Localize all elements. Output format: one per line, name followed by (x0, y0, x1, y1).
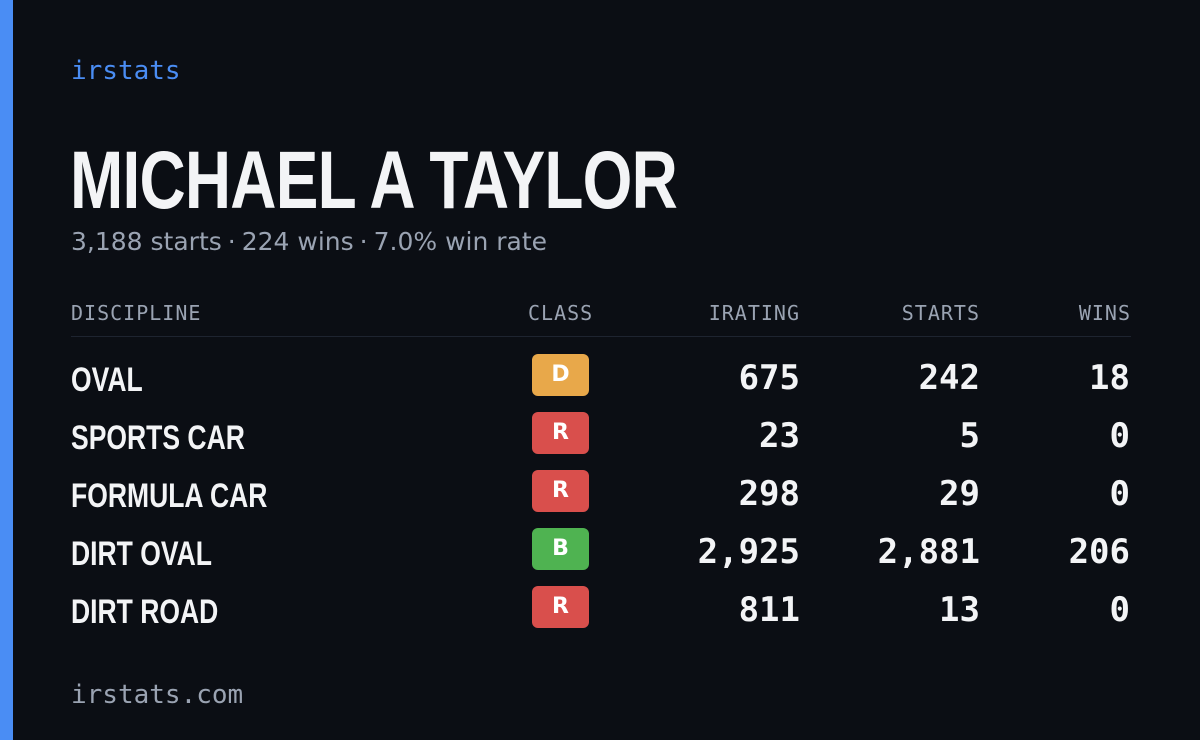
class-badge: R (532, 412, 589, 454)
separator: · (227, 227, 236, 256)
wins-total: 224 wins (241, 227, 354, 256)
starts-value: 29 (939, 474, 980, 514)
table-row: SPORTS CAR R 23 5 0 (71, 406, 1131, 464)
discipline-name: DIRT OVAL (71, 535, 212, 573)
wins-value: 206 (1068, 532, 1130, 572)
table-row: DIRT OVAL B 2,925 2,881 206 (71, 522, 1131, 580)
footer-url: irstats.com (71, 680, 244, 710)
table-row: FORMULA CAR R 298 29 0 (71, 464, 1131, 522)
driver-summary: 3,188 starts · 224 wins · 7.0% win rate (71, 227, 547, 256)
class-badge: D (532, 354, 589, 396)
irating-value: 23 (759, 416, 800, 456)
header-discipline: DISCIPLINE (71, 301, 202, 325)
table-row: DIRT ROAD R 811 13 0 (71, 580, 1131, 638)
header-starts: STARTS (901, 301, 980, 325)
discipline-name: SPORTS CAR (71, 419, 245, 457)
brand-logo: irstats (71, 56, 181, 86)
header-class: CLASS (528, 301, 594, 325)
irating-value: 298 (738, 474, 800, 514)
discipline-name: FORMULA CAR (71, 477, 268, 515)
starts-value: 5 (959, 416, 980, 456)
wins-value: 18 (1089, 358, 1130, 398)
class-badge: R (532, 586, 589, 628)
starts-value: 2,881 (877, 532, 980, 572)
irating-value: 675 (738, 358, 800, 398)
discipline-name: DIRT ROAD (71, 593, 219, 631)
starts-total: 3,188 starts (71, 227, 222, 256)
win-rate: 7.0% win rate (373, 227, 548, 256)
starts-value: 242 (918, 358, 980, 398)
wins-value: 0 (1109, 416, 1130, 456)
table-row: OVAL D 675 242 18 (71, 348, 1131, 406)
header-irating: IRATING (708, 301, 800, 325)
irating-value: 2,925 (697, 532, 800, 572)
irating-value: 811 (738, 590, 800, 630)
table-header: DISCIPLINE CLASS IRATING STARTS WINS (71, 300, 1131, 337)
class-badge: B (532, 528, 589, 570)
accent-bar (0, 0, 13, 740)
class-badge: R (532, 470, 589, 512)
starts-value: 13 (939, 590, 980, 630)
driver-name: MICHAEL A TAYLOR (70, 135, 678, 226)
wins-value: 0 (1109, 590, 1130, 630)
wins-value: 0 (1109, 474, 1130, 514)
separator: · (359, 227, 368, 256)
discipline-name: OVAL (71, 361, 143, 399)
stats-table: OVAL D 675 242 18 SPORTS CAR R 23 5 0 FO… (71, 348, 1131, 638)
header-wins: WINS (1078, 301, 1131, 325)
